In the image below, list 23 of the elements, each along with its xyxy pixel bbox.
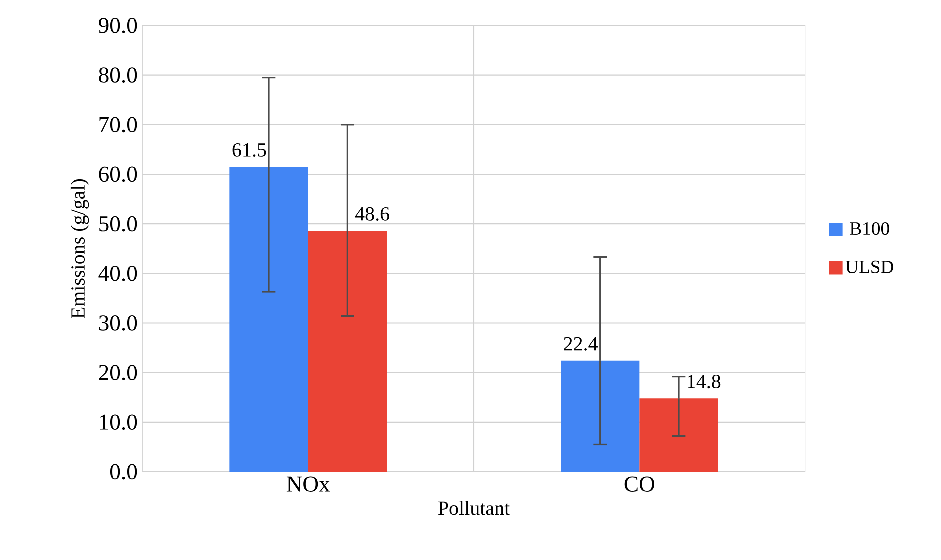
bar: [640, 398, 718, 472]
y-tick-label: 40.0: [98, 266, 138, 282]
data-label: 22.4: [564, 337, 598, 351]
y-tick-label: 90.0: [99, 18, 138, 34]
legend-label: B100: [850, 222, 890, 236]
data-label: 14.8: [688, 374, 721, 389]
y-tick-label: 80.0: [99, 68, 138, 84]
y-tick-label: 20.0: [99, 365, 138, 381]
y-axis-title: Emissions (g/gal): [70, 179, 90, 319]
x-tick-label: CO: [624, 476, 654, 492]
data-label: 61.5: [232, 143, 266, 158]
bar: [308, 231, 388, 472]
bar: [230, 167, 308, 472]
y-tick-label: 30.0: [99, 316, 138, 331]
y-tick-label: 60.0: [99, 166, 138, 182]
y-tick-label: 10.0: [100, 414, 138, 430]
data-label: 48.6: [355, 207, 390, 221]
x-tick-label: NOx: [286, 476, 330, 492]
legend-label: ULSD: [846, 260, 894, 274]
y-tick-label: 0.0: [110, 464, 138, 480]
y-tick-label: 70.0: [100, 117, 138, 133]
y-tick-label: 50.0: [100, 216, 138, 232]
x-axis-title: Pollutant: [438, 501, 510, 516]
